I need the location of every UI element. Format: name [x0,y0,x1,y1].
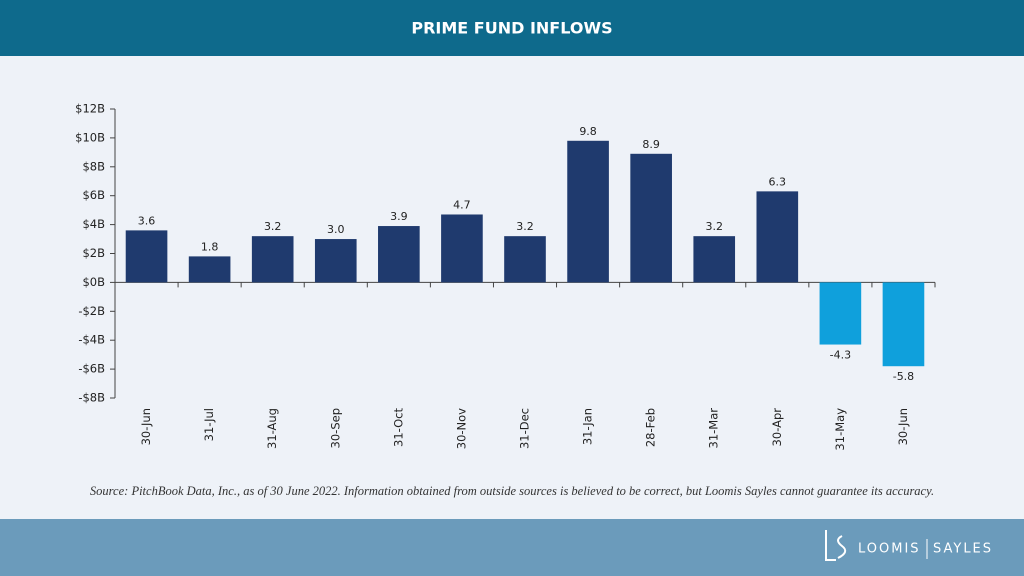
y-tick-label: $10B [75,130,105,144]
y-tick-label: $0B [82,275,105,289]
bar [441,214,483,283]
x-tick-label: 31-Oct [391,408,405,447]
bar [819,282,862,345]
y-tick-label: $6B [82,188,105,202]
value-label: 1.8 [201,240,219,253]
value-label: 3.6 [138,214,156,227]
value-label: 8.9 [642,138,660,151]
x-tick-label: 30-Sep [328,408,342,448]
y-tick-label: $12B [75,102,105,116]
bar [567,140,609,283]
bar [378,226,420,283]
value-label: 3.2 [516,220,534,233]
bar [630,153,672,283]
bar [314,239,357,283]
value-label: 4.7 [453,198,471,211]
x-tick-label: 31-Mar [707,408,721,449]
value-label: 9.8 [579,125,597,138]
x-tick-label: 31-May [833,408,847,451]
brand-name: SAYLES [933,542,993,557]
bar [504,236,546,283]
y-tick-label: $8B [82,159,105,173]
value-label: 3.0 [327,223,345,236]
x-tick-label: 30-Jun [139,408,153,445]
bar [188,256,231,283]
x-tick-label: 30-Jun [896,408,910,445]
y-tick-label: $2B [82,246,105,260]
x-tick-label: 30-Nov [454,408,468,449]
y-tick-label: -$4B [78,333,105,347]
y-tick-label: -$2B [78,304,105,318]
y-tick-label: -$6B [78,362,105,376]
x-tick-label: 28-Feb [644,408,658,447]
header-band [0,0,1024,56]
x-tick-label: 31-Aug [265,408,279,449]
footer-band [0,519,1024,576]
x-tick-label: 31-Jan [581,408,595,445]
value-label: 3.9 [390,210,408,223]
x-tick-label: 31-Jul [202,408,216,441]
bar [251,236,294,283]
source-note: Source: PitchBook Data, Inc., as of 30 J… [90,484,934,498]
bar [693,236,736,283]
bar [125,230,168,283]
value-label: 6.3 [769,175,787,188]
x-tick-label: 30-Apr [770,408,784,447]
y-tick-label: $4B [82,217,105,231]
value-label: -4.3 [830,349,851,362]
x-tick-label: 31-Dec [518,408,532,449]
chart-title: PRIME FUND INFLOWS [411,19,612,38]
value-label: 3.2 [264,220,282,233]
bar [756,191,799,283]
y-tick-label: -$8B [78,391,105,405]
bar [882,282,925,367]
value-label: 3.2 [705,220,723,233]
logo-mark [825,530,847,561]
brand-name: LOOMIS [858,542,921,557]
value-label: -5.8 [893,370,914,383]
